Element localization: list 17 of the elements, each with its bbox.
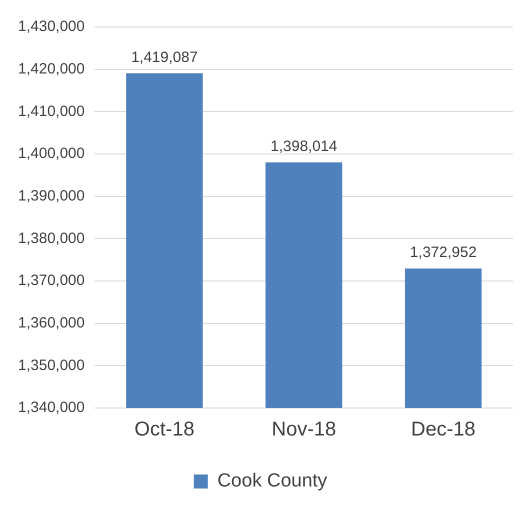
y-tick-label: 1,400,000	[18, 145, 85, 162]
y-tick-label: 1,370,000	[18, 272, 85, 290]
y-tick-label: 1,390,000	[18, 187, 85, 204]
y-tick-label: 1,430,000	[18, 18, 85, 36]
y-tick-label: 1,340,000	[18, 399, 85, 416]
x-tick-label: Nov-18	[272, 418, 336, 441]
y-tick-label: 1,380,000	[18, 230, 85, 247]
x-tick-label: Dec-18	[411, 418, 476, 441]
y-tick-label: 1,420,000	[18, 60, 85, 78]
data-label: 1,398,014	[270, 138, 338, 156]
y-tick-label: 1,350,000	[18, 356, 85, 374]
data-label: 1,372,952	[410, 244, 477, 262]
legend-label: Cook County	[217, 470, 328, 492]
y-tick-label: 1,410,000	[18, 102, 85, 120]
y-tick-label: 1,360,000	[18, 314, 85, 332]
x-tick-label: Oct-18	[134, 418, 194, 441]
data-label: 1,419,087	[131, 48, 198, 66]
